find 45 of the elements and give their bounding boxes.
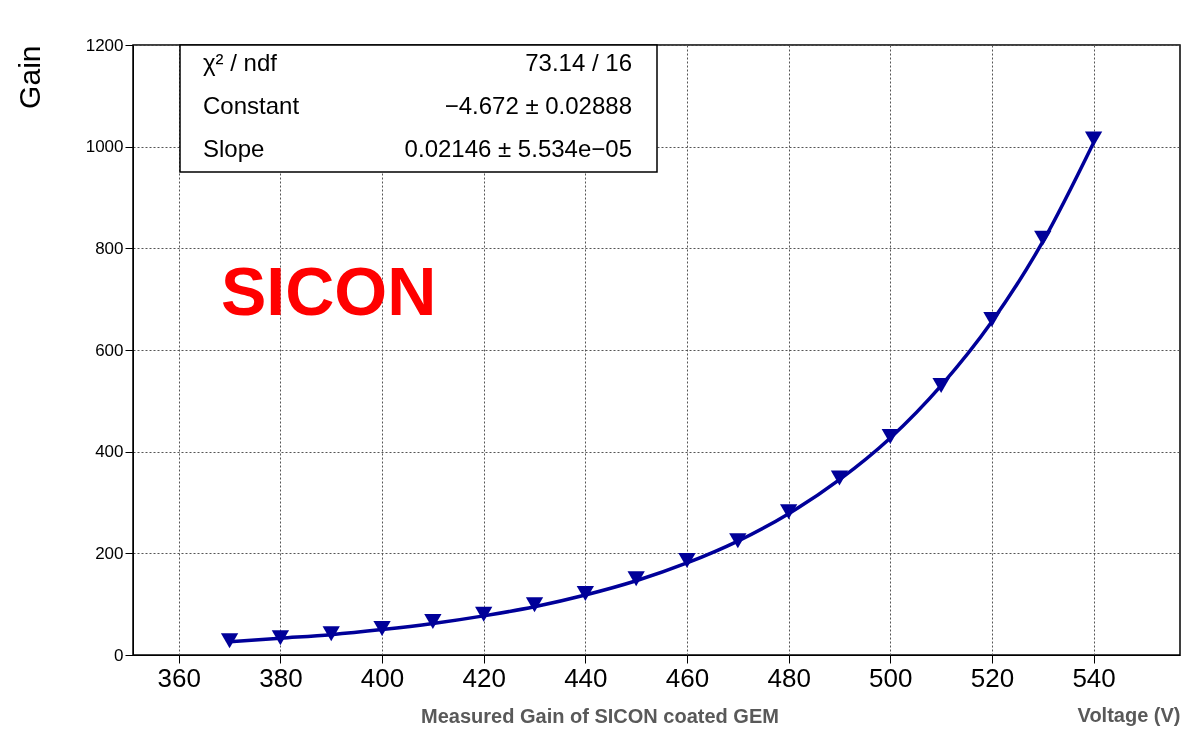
point <box>983 312 1001 327</box>
point <box>475 606 493 622</box>
annotation: 73.14 / 16 <box>525 49 632 76</box>
point <box>830 470 849 486</box>
x-tick-label: 480 <box>767 662 811 693</box>
x-tick-label: 380 <box>259 662 303 693</box>
text: Measured Gain of SICON coated GEM <box>421 705 779 727</box>
annotation: −4.672 ± 0.02888 <box>444 92 632 119</box>
y-tick-label: 1200 <box>85 35 124 55</box>
x-axis-title: Voltage (V) <box>1077 703 1181 726</box>
y-tick-label: 800 <box>95 238 124 258</box>
x-tick-label: 360 <box>157 662 201 693</box>
y-axis-title: Gain <box>12 45 46 109</box>
point <box>1084 131 1103 147</box>
x-tick-label: 500 <box>869 662 913 693</box>
point <box>220 633 239 649</box>
point <box>678 552 696 568</box>
point <box>576 585 594 601</box>
y-tick-label: 600 <box>95 340 124 360</box>
y-tick-label: 200 <box>95 543 124 563</box>
annotation: SICON <box>221 253 437 329</box>
annotation: Constant <box>203 92 300 119</box>
annotation: 0.02146 ± 5.534e−05 <box>404 135 632 162</box>
point <box>424 613 442 629</box>
point <box>627 571 645 587</box>
x-tick-label: 420 <box>462 662 506 693</box>
x-tick-label: 540 <box>1072 662 1116 693</box>
point <box>373 621 391 637</box>
point <box>322 626 340 642</box>
point <box>932 378 950 394</box>
x-tick-label: 440 <box>564 662 608 693</box>
annotation: χ² / ndf <box>203 49 278 76</box>
x-tick-label: 520 <box>970 662 1015 693</box>
point <box>779 504 798 520</box>
y-tick-label: 1000 <box>85 137 124 157</box>
point <box>525 597 544 613</box>
point <box>271 630 290 646</box>
y-tick-label: 0 <box>114 645 124 665</box>
annotation: Slope <box>203 135 265 162</box>
x-tick-label: 460 <box>665 662 710 693</box>
point <box>881 428 899 444</box>
point <box>1034 230 1052 246</box>
point <box>729 533 747 549</box>
y-tick-label: 400 <box>95 442 124 462</box>
x-tick-label: 400 <box>360 662 405 693</box>
